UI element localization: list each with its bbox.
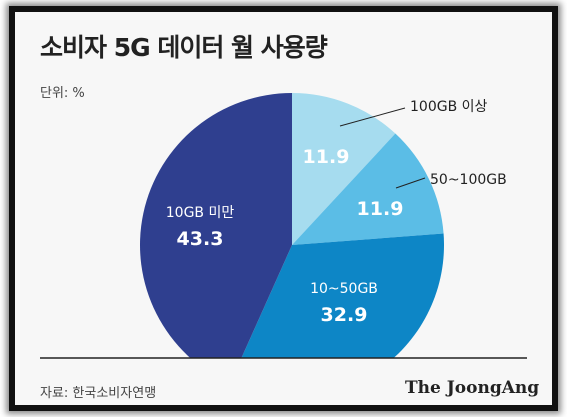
slice-value-label: 11.9	[357, 198, 404, 220]
pie-slice	[140, 93, 292, 358]
slice-value-label: 43.3	[177, 228, 224, 250]
slice-value-label: 32.9	[321, 304, 368, 326]
source-note: 자료: 한국소비자연맹	[40, 386, 157, 401]
unit-label: 단위: %	[40, 86, 85, 101]
slice-value-label: 11.9	[303, 146, 350, 168]
slice-label: 10GB 미만	[166, 205, 235, 221]
chart-title: 소비자 5G 데이터 월 사용량	[40, 33, 328, 62]
slice-label: 10~50GB	[310, 281, 378, 297]
leader-line	[395, 177, 426, 189]
pie-slice	[241, 233, 444, 358]
pie-slice	[292, 133, 444, 245]
slice-label: 50~100GB	[430, 172, 507, 188]
leader-line	[339, 107, 406, 127]
slice-label: 100GB 이상	[410, 99, 488, 115]
publisher-logo: The JoongAng	[405, 378, 540, 398]
pie-slice	[292, 93, 396, 245]
